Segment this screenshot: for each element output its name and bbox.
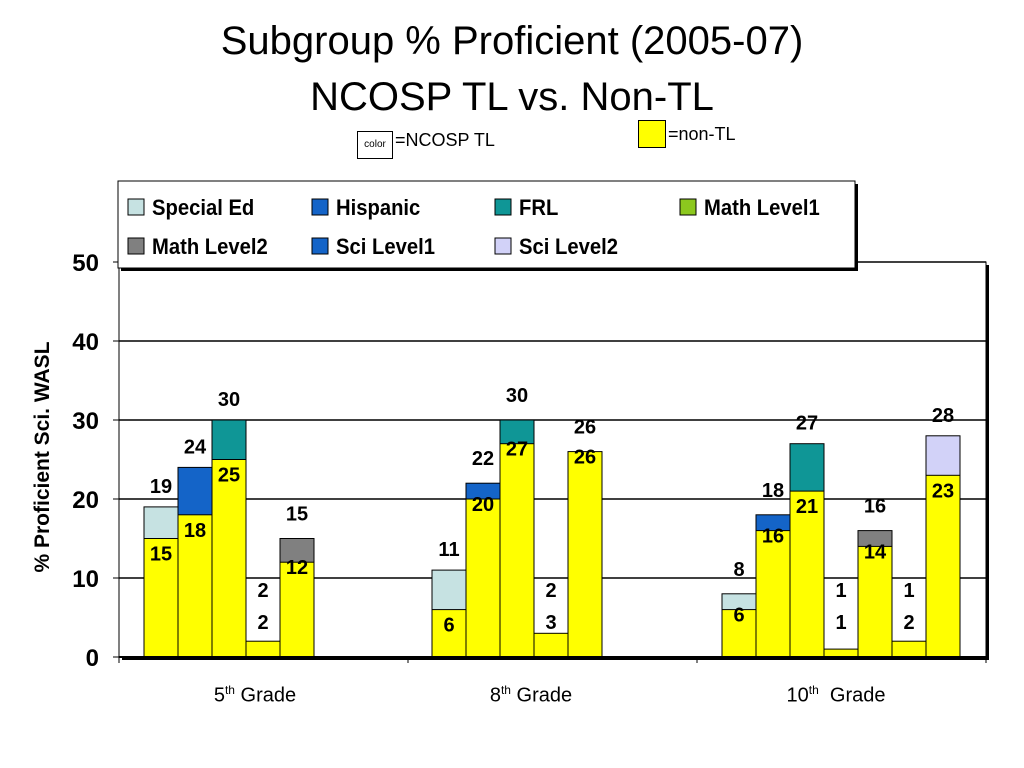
ncosp-tl-value-label: 16 bbox=[864, 496, 886, 518]
ncosp-tl-value-label: 18 bbox=[762, 480, 784, 502]
ncosp-tl-value-label: 2 bbox=[257, 580, 268, 602]
legend-label: Special Ed bbox=[152, 196, 254, 220]
legend-label: Math Level2 bbox=[152, 235, 268, 259]
non-tl-value-label: 14 bbox=[864, 541, 887, 563]
y-tick-label: 50 bbox=[72, 250, 99, 277]
non-tl-key-swatch bbox=[638, 120, 666, 148]
non-tl-value-label: 21 bbox=[796, 496, 818, 518]
ncosp-tl-value-label: 26 bbox=[574, 417, 596, 439]
y-tick-label: 10 bbox=[72, 566, 99, 593]
non-tl-bar bbox=[721, 609, 757, 658]
legend-swatch bbox=[494, 198, 512, 216]
non-tl-bar bbox=[755, 530, 791, 658]
non-tl-value-label: 15 bbox=[150, 544, 172, 566]
legend-swatch bbox=[311, 237, 329, 255]
ncosp-tl-value-label: 15 bbox=[286, 504, 308, 526]
ncosp-tl-value-label: 2 bbox=[545, 580, 556, 602]
ncosp-tl-value-label: 19 bbox=[150, 476, 172, 498]
non-tl-bar bbox=[499, 443, 535, 658]
non-tl-bar bbox=[925, 474, 961, 658]
legend-label: FRL bbox=[519, 196, 558, 220]
non-tl-value-label: 20 bbox=[472, 494, 494, 516]
legend-label: Math Level1 bbox=[704, 196, 820, 220]
non-tl-value-label: 12 bbox=[286, 557, 308, 579]
non-tl-bar bbox=[823, 648, 859, 658]
non-tl-bar bbox=[891, 640, 927, 658]
non-tl-value-label: 27 bbox=[506, 439, 528, 461]
non-tl-bar bbox=[789, 490, 825, 658]
non-tl-bar bbox=[177, 514, 213, 658]
ncosp-tl-value-label: 24 bbox=[184, 436, 207, 458]
plot-area bbox=[118, 261, 987, 658]
legend-swatch bbox=[311, 198, 329, 216]
legend-label: Sci Level1 bbox=[336, 235, 435, 259]
ncosp-tl-value-label: 11 bbox=[438, 539, 459, 561]
non-tl-value-label: 6 bbox=[733, 605, 744, 627]
non-tl-value-label: 2 bbox=[257, 612, 268, 634]
non-tl-value-label: 2 bbox=[903, 612, 914, 634]
legend-box bbox=[117, 180, 856, 269]
ncosp-tl-value-label: 28 bbox=[932, 405, 954, 427]
legend-label: Hispanic bbox=[336, 196, 421, 220]
y-tick-label: 40 bbox=[72, 329, 99, 356]
non-tl-bar bbox=[211, 459, 247, 658]
chart-title-line2: NCOSP TL vs. Non-TL bbox=[310, 75, 714, 119]
ncosp-tl-value-label: 1 bbox=[903, 580, 914, 602]
legend-label: Sci Level2 bbox=[519, 235, 618, 259]
ncosp-key-label: =NCOSP TL bbox=[395, 130, 495, 150]
legend-swatch bbox=[127, 198, 145, 216]
non-tl-value-label: 16 bbox=[762, 526, 784, 548]
ncosp-tl-value-label: 30 bbox=[506, 385, 528, 407]
x-category-label: 8th Grade bbox=[489, 683, 573, 707]
ncosp-tl-value-label: 27 bbox=[796, 413, 818, 435]
non-tl-bar bbox=[465, 498, 501, 658]
non-tl-bar bbox=[567, 451, 603, 658]
x-category-label: 5th Grade bbox=[213, 683, 297, 707]
non-tl-value-label: 18 bbox=[184, 520, 206, 542]
non-tl-value-label: 3 bbox=[545, 612, 556, 634]
chart-title-line1: Subgroup % Proficient (2005-07) bbox=[220, 19, 804, 63]
non-tl-bar bbox=[533, 632, 569, 658]
non-tl-bar bbox=[143, 538, 179, 658]
ncosp-key-swatch: color bbox=[357, 131, 393, 159]
ncosp-tl-value-label: 1 bbox=[835, 580, 846, 602]
legend-swatch bbox=[127, 237, 145, 255]
non-tl-value-label: 25 bbox=[218, 465, 240, 487]
non-tl-bar bbox=[245, 640, 281, 658]
non-tl-key-label: =non-TL bbox=[668, 124, 736, 144]
non-tl-value-label: 23 bbox=[932, 480, 954, 502]
y-tick-label: 30 bbox=[72, 408, 99, 435]
non-tl-value-label: 1 bbox=[835, 612, 846, 634]
non-tl-value-label: 26 bbox=[574, 447, 596, 469]
ncosp-tl-value-label: 8 bbox=[733, 559, 744, 581]
non-tl-bar bbox=[279, 561, 315, 658]
ncosp-tl-value-label: 30 bbox=[218, 389, 240, 411]
y-tick-label: 0 bbox=[86, 645, 99, 672]
y-tick-label: 20 bbox=[72, 487, 99, 514]
ncosp-tl-value-label: 22 bbox=[472, 448, 494, 470]
legend-swatch bbox=[494, 237, 512, 255]
legend-swatch bbox=[679, 198, 697, 216]
non-tl-value-label: 6 bbox=[443, 615, 454, 637]
x-category-label: 10th Grade bbox=[786, 683, 886, 707]
